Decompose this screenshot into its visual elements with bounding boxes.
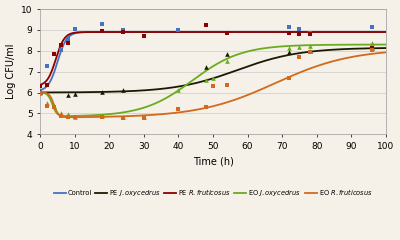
Point	[120, 89, 126, 92]
Point	[306, 32, 313, 36]
Point	[369, 42, 375, 45]
Point	[99, 115, 106, 119]
Point	[141, 34, 147, 38]
Point	[286, 31, 292, 35]
Point	[51, 52, 57, 56]
Point	[296, 45, 303, 48]
Point	[51, 52, 57, 56]
Point	[120, 116, 126, 120]
Point	[224, 83, 230, 87]
Point	[65, 37, 71, 41]
Point	[51, 105, 57, 109]
Point	[210, 84, 216, 88]
Point	[306, 50, 313, 54]
Point	[175, 89, 182, 92]
Point	[51, 104, 57, 108]
Point	[58, 114, 64, 117]
Point	[369, 46, 375, 50]
Point	[58, 43, 64, 47]
Y-axis label: Log CFU/ml: Log CFU/ml	[6, 44, 16, 99]
Point	[296, 27, 303, 31]
Point	[99, 22, 106, 26]
Point	[296, 32, 303, 36]
Point	[44, 83, 50, 87]
Point	[120, 30, 126, 34]
Point	[141, 115, 147, 119]
Point	[65, 42, 71, 45]
Point	[37, 84, 44, 88]
Point	[224, 31, 230, 35]
Point	[369, 46, 375, 50]
Point	[286, 25, 292, 29]
Point	[141, 116, 147, 120]
Point	[120, 115, 126, 119]
Point	[203, 23, 209, 27]
Point	[58, 48, 64, 52]
Point	[65, 113, 71, 116]
Point	[175, 28, 182, 32]
Point	[58, 112, 64, 115]
Legend: Control, PE $\it{J. oxycedrus}$, PE $\it{R. fruticosus}$, EO $\it{J. oxycedrus}$: Control, PE $\it{J. oxycedrus}$, PE $\it…	[51, 185, 375, 201]
Point	[286, 50, 292, 54]
Point	[72, 115, 78, 119]
Point	[296, 55, 303, 59]
Point	[99, 90, 106, 93]
Point	[37, 90, 44, 93]
Point	[203, 23, 209, 27]
Point	[72, 92, 78, 96]
Point	[369, 25, 375, 29]
Point	[99, 114, 106, 117]
Point	[44, 65, 50, 68]
Point	[210, 76, 216, 80]
Point	[175, 107, 182, 111]
Point	[369, 48, 375, 52]
Point	[224, 31, 230, 35]
Point	[306, 44, 313, 48]
Point	[306, 31, 313, 35]
Point	[72, 27, 78, 31]
Point	[224, 52, 230, 56]
Point	[44, 101, 50, 105]
Point	[37, 90, 44, 93]
Point	[286, 46, 292, 50]
Point	[72, 115, 78, 119]
Point	[37, 91, 44, 95]
Point	[306, 49, 313, 53]
Point	[37, 91, 44, 95]
Point	[65, 115, 71, 119]
Point	[44, 104, 50, 108]
Point	[203, 105, 209, 109]
Point	[120, 28, 126, 32]
Point	[99, 29, 106, 33]
Point	[286, 76, 292, 80]
X-axis label: Time (h): Time (h)	[192, 156, 234, 167]
Point	[203, 78, 209, 82]
Point	[65, 93, 71, 96]
Point	[203, 66, 209, 69]
Point	[224, 59, 230, 63]
